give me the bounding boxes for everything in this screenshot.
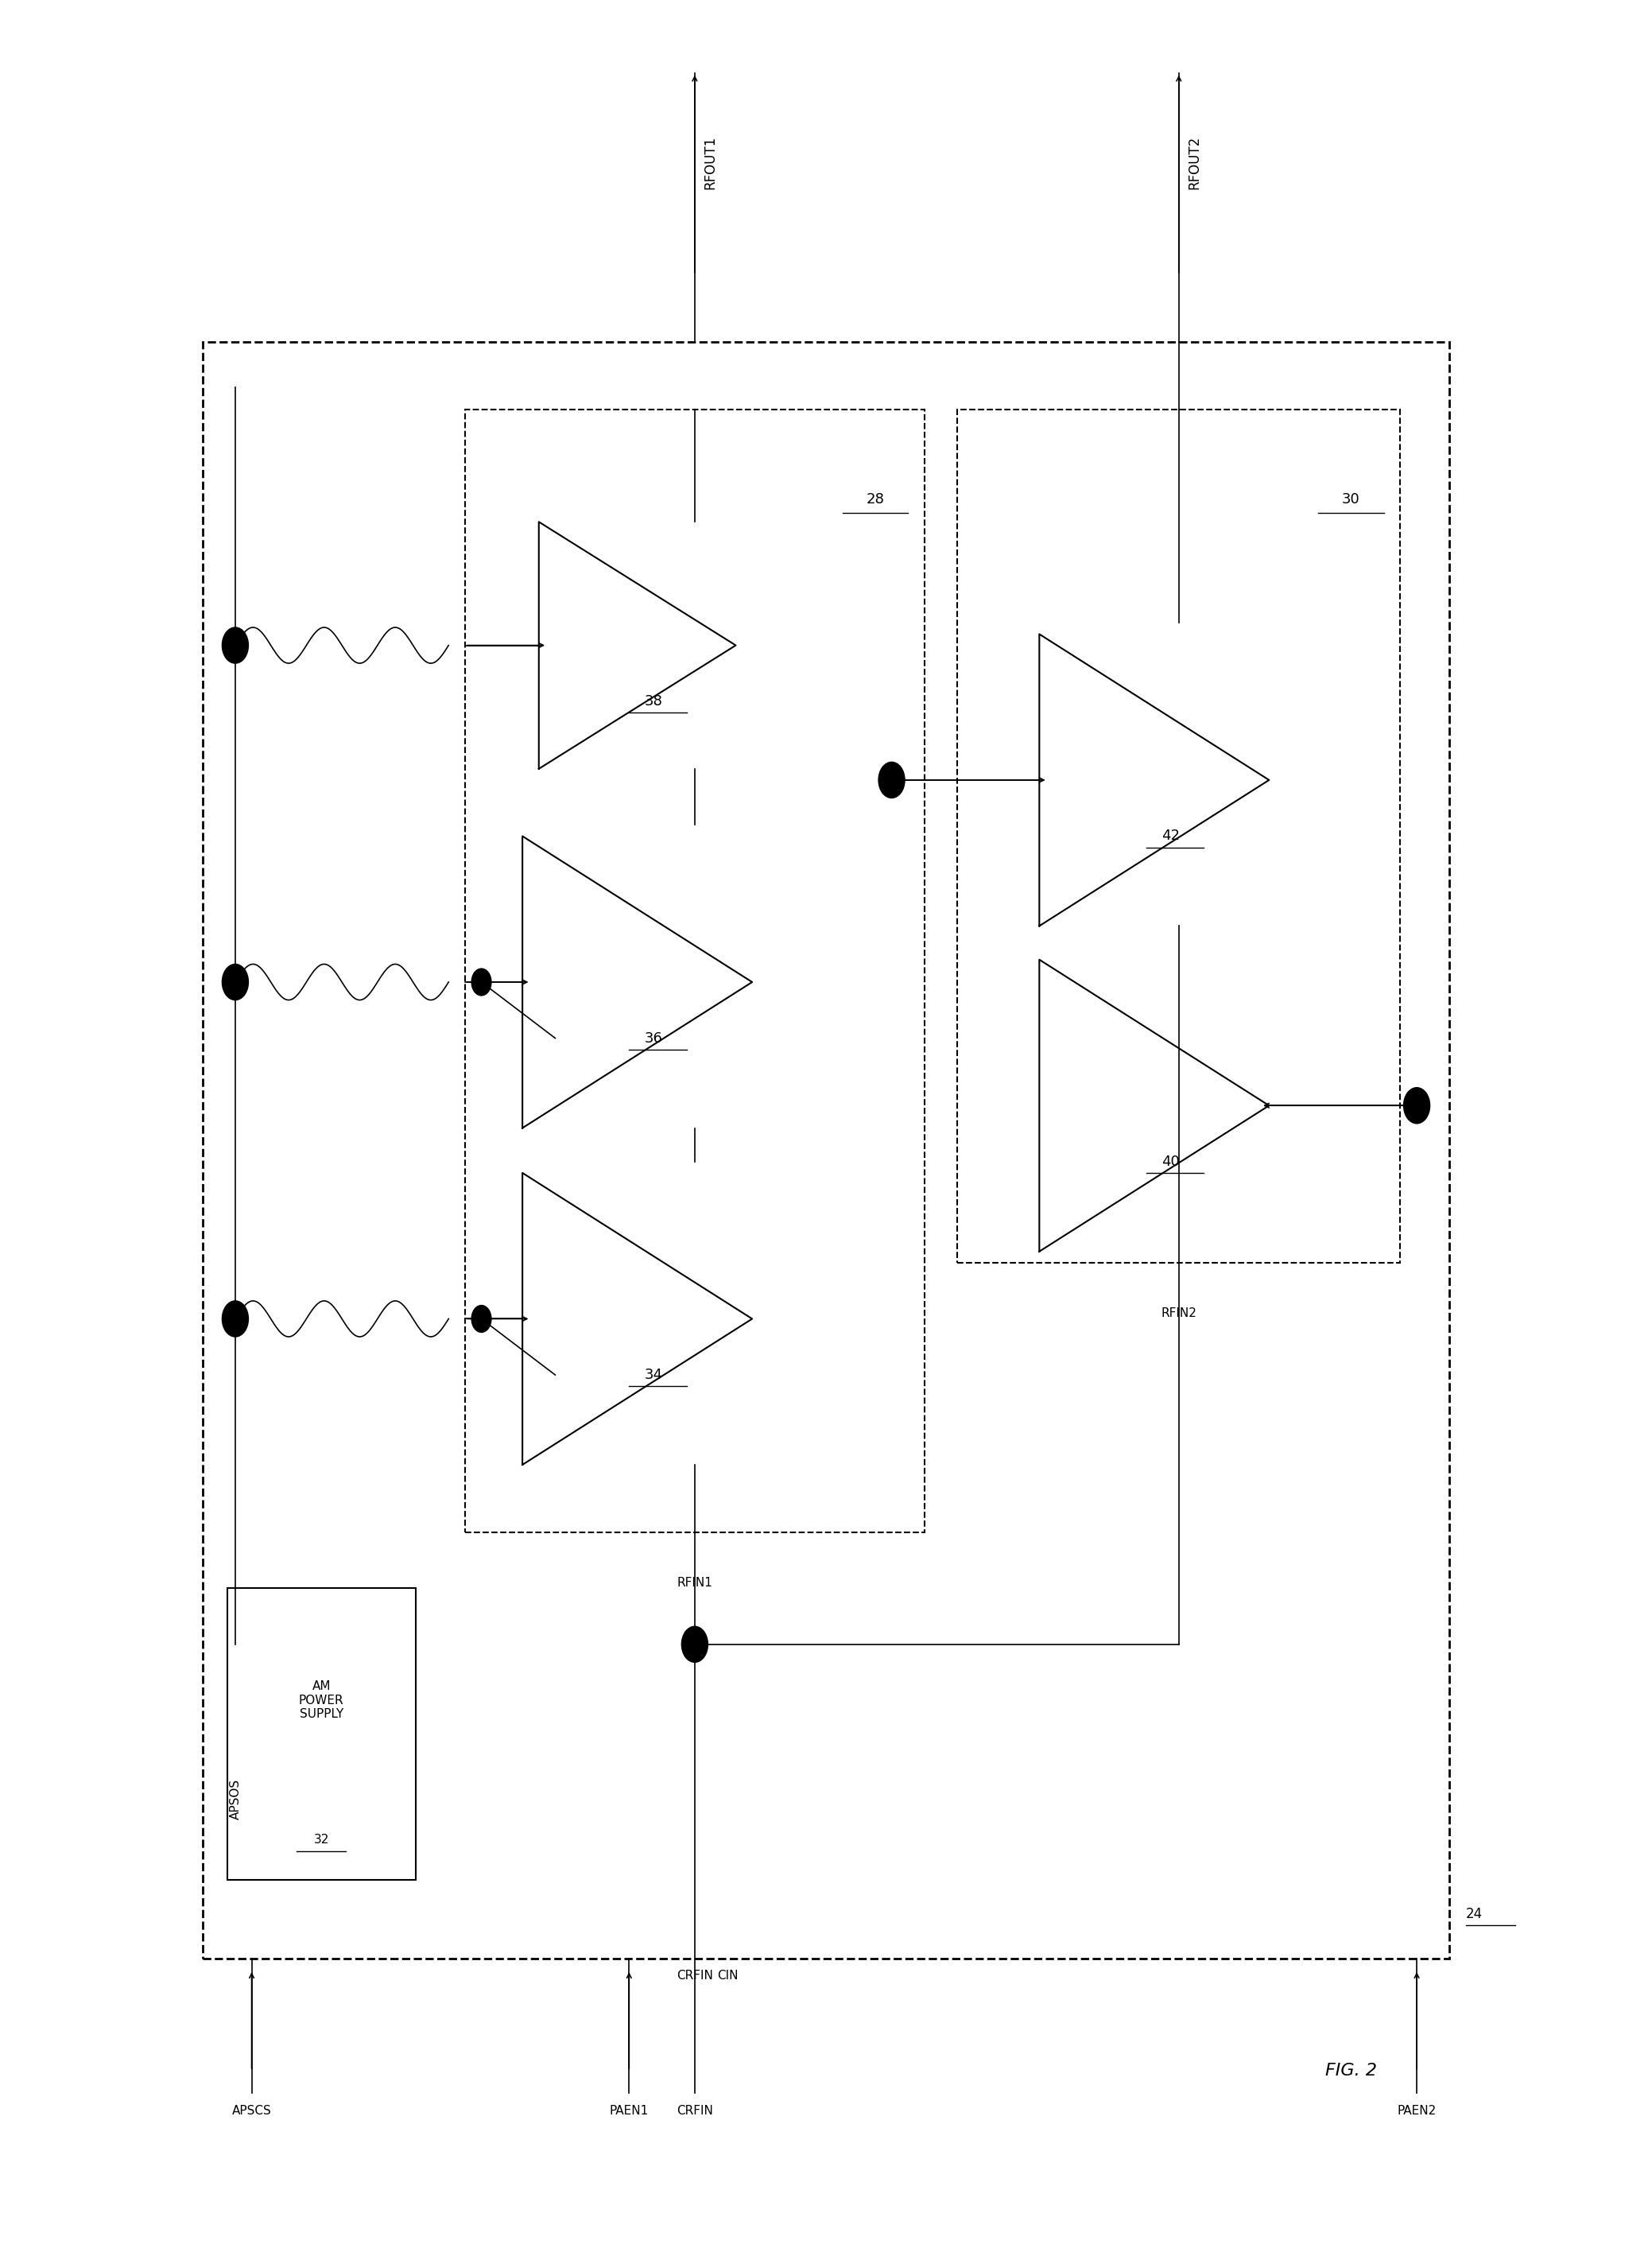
Text: PAEN1: PAEN1 bbox=[610, 2105, 649, 2116]
Text: 42: 42 bbox=[1161, 828, 1180, 844]
Text: 36: 36 bbox=[644, 1031, 662, 1045]
Text: FIG. 2: FIG. 2 bbox=[1325, 2062, 1378, 2078]
Text: RFIN2: RFIN2 bbox=[1161, 1308, 1196, 1320]
Text: CRFIN: CRFIN bbox=[676, 2105, 714, 2116]
Circle shape bbox=[221, 627, 248, 663]
Circle shape bbox=[1404, 1087, 1431, 1123]
Text: 28: 28 bbox=[866, 492, 884, 508]
Circle shape bbox=[221, 1302, 248, 1338]
Text: 32: 32 bbox=[314, 1834, 329, 1845]
Circle shape bbox=[221, 963, 248, 999]
Text: APSOS: APSOS bbox=[230, 1780, 241, 1821]
Text: RFIN1: RFIN1 bbox=[677, 1577, 712, 1588]
Text: RFOUT2: RFOUT2 bbox=[1188, 135, 1201, 190]
Circle shape bbox=[879, 763, 905, 799]
Text: PAEN2: PAEN2 bbox=[1398, 2105, 1436, 2116]
Text: 30: 30 bbox=[1341, 492, 1360, 508]
Text: 34: 34 bbox=[644, 1367, 662, 1383]
Text: APSCS: APSCS bbox=[231, 2105, 271, 2116]
Text: CIN: CIN bbox=[717, 1969, 738, 1981]
Text: CRFIN: CRFIN bbox=[676, 1969, 714, 1981]
Text: RFOUT1: RFOUT1 bbox=[704, 135, 717, 190]
Circle shape bbox=[471, 968, 491, 995]
Circle shape bbox=[682, 1627, 707, 1663]
Text: 24: 24 bbox=[1465, 1906, 1483, 1920]
Text: 38: 38 bbox=[644, 695, 662, 708]
Text: 40: 40 bbox=[1161, 1155, 1180, 1169]
Text: AM
POWER
SUPPLY: AM POWER SUPPLY bbox=[299, 1681, 344, 1721]
Circle shape bbox=[471, 1306, 491, 1333]
